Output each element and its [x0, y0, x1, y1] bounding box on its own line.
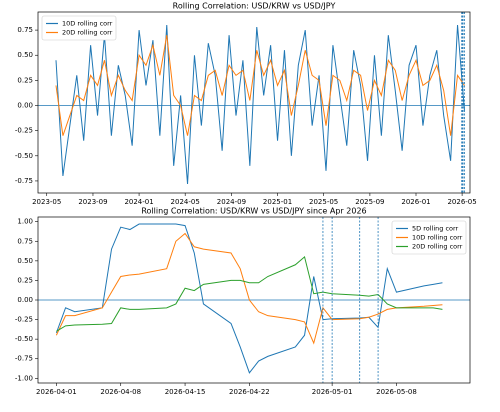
y-tick-label: -0.25	[15, 316, 33, 324]
x-tick-label: 2024-01	[124, 198, 153, 206]
legend-label: 20D rolling corr	[412, 243, 463, 251]
series-line	[55, 25, 465, 184]
plot-frame	[37, 216, 471, 384]
x-tick-label: 2026-04-01	[36, 388, 77, 396]
y-tick-label: 0.00	[17, 102, 33, 110]
chart-title: Rolling Correlation: USD/KRW vs USD/JPY	[173, 2, 336, 11]
plot-frame	[37, 11, 471, 194]
y-tick-label: 0.75	[17, 237, 33, 245]
legend-label: 10D rolling corr	[62, 20, 113, 28]
x-tick-label: 2023-05	[32, 198, 61, 206]
legend-box	[391, 220, 467, 255]
y-tick-label: 0.50	[17, 257, 33, 265]
legend-label: 5D rolling corr	[412, 225, 459, 233]
series-line	[56, 256, 443, 332]
x-tick-label: 2023-09	[78, 198, 107, 206]
x-tick-label: 2025-09	[355, 198, 384, 206]
legend-label: 20D rolling corr	[62, 29, 113, 37]
x-tick-label: 2026-04-15	[165, 388, 206, 396]
x-tick-label: 2026-04-08	[100, 388, 141, 396]
x-tick-label: 2026-01	[401, 198, 430, 206]
series-line	[55, 35, 465, 136]
y-tick-label: 0.25	[17, 76, 33, 84]
y-tick-label: 0.50	[17, 51, 33, 59]
chart-title: Rolling Correlation: USD/KRW vs USD/JPY …	[141, 207, 366, 216]
legend-box	[41, 15, 117, 41]
y-tick-label: -1.00	[15, 374, 33, 382]
x-tick-label: 2025-01	[263, 198, 292, 206]
legend-label: 10D rolling corr	[412, 234, 463, 242]
y-tick-label: -0.75	[15, 355, 33, 363]
y-tick-label: -0.25	[15, 127, 33, 135]
x-tick-label: 2026-05-01	[312, 388, 353, 396]
x-tick-label: 2025-05	[309, 198, 338, 206]
y-tick-label: 0.75	[17, 26, 33, 34]
x-tick-label: 2024-05	[171, 198, 200, 206]
series-line	[55, 232, 443, 345]
y-tick-label: -0.75	[15, 177, 33, 185]
x-tick-label: 2026-05	[447, 198, 476, 206]
x-tick-label: 2026-05-08	[376, 388, 417, 396]
y-tick-label: 1.00	[17, 218, 33, 226]
y-tick-label: 0.00	[17, 296, 33, 304]
y-tick-label: -0.50	[15, 152, 33, 160]
x-tick-label: 2024-09	[217, 198, 246, 206]
y-tick-label: 0.25	[17, 276, 33, 284]
y-tick-label: -0.50	[15, 335, 33, 343]
x-tick-label: 2026-04-22	[229, 388, 270, 396]
